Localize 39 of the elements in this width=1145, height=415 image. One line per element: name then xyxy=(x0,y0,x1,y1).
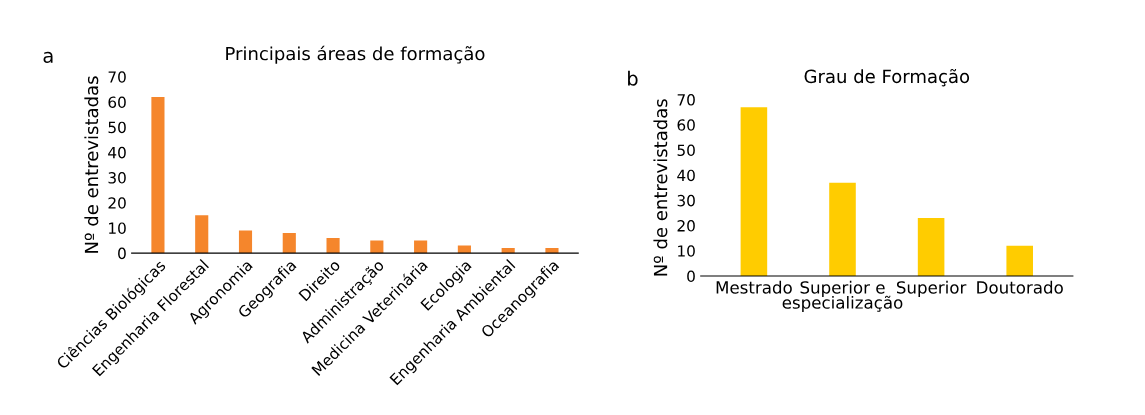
bar xyxy=(917,218,945,276)
y-tick-label: 30 xyxy=(108,172,126,184)
y-tick-label: 10 xyxy=(678,245,695,257)
y-tick-label: 20 xyxy=(677,220,695,232)
bar xyxy=(829,182,856,276)
y-axis-title: Nº de entrevistadas xyxy=(653,99,668,276)
y-tick-label: 60 xyxy=(677,119,695,131)
bar xyxy=(326,238,340,254)
y-tick-label: 0 xyxy=(687,270,695,282)
bar xyxy=(501,248,515,254)
x-tick-label: Superior xyxy=(896,280,967,297)
text: b xyxy=(628,70,638,86)
y-tick-label: 50 xyxy=(677,144,695,157)
y-tick-label: 10 xyxy=(109,222,126,234)
x-tick-label: Mestrado xyxy=(716,280,792,294)
y-axis-title: Nº de entrevistadas xyxy=(84,76,99,253)
x-tick-label: Doutorado xyxy=(977,280,1063,294)
text: a xyxy=(43,51,53,63)
bar xyxy=(238,230,253,254)
bar xyxy=(545,248,559,254)
bar xyxy=(195,215,209,254)
y-tick-label: 60 xyxy=(108,96,126,108)
chart-title: Principais áreas de formação xyxy=(226,45,485,64)
y-tick-label: 70 xyxy=(677,94,695,106)
chart-title: Grau de Formação xyxy=(804,68,970,87)
y-tick-label: 50 xyxy=(108,121,126,134)
y-tick-label: 30 xyxy=(677,194,695,207)
bar xyxy=(151,96,165,254)
bar xyxy=(282,232,296,254)
y-tick-label: 40 xyxy=(108,146,126,159)
y-tick-label: 20 xyxy=(108,197,126,209)
bar xyxy=(1006,245,1033,276)
bar xyxy=(414,240,428,254)
bar xyxy=(457,245,471,254)
y-tick-label: 0 xyxy=(118,247,126,260)
bar xyxy=(740,107,768,276)
bar xyxy=(370,240,384,254)
y-tick-label: 40 xyxy=(677,169,695,182)
y-tick-label: 70 xyxy=(108,71,126,83)
